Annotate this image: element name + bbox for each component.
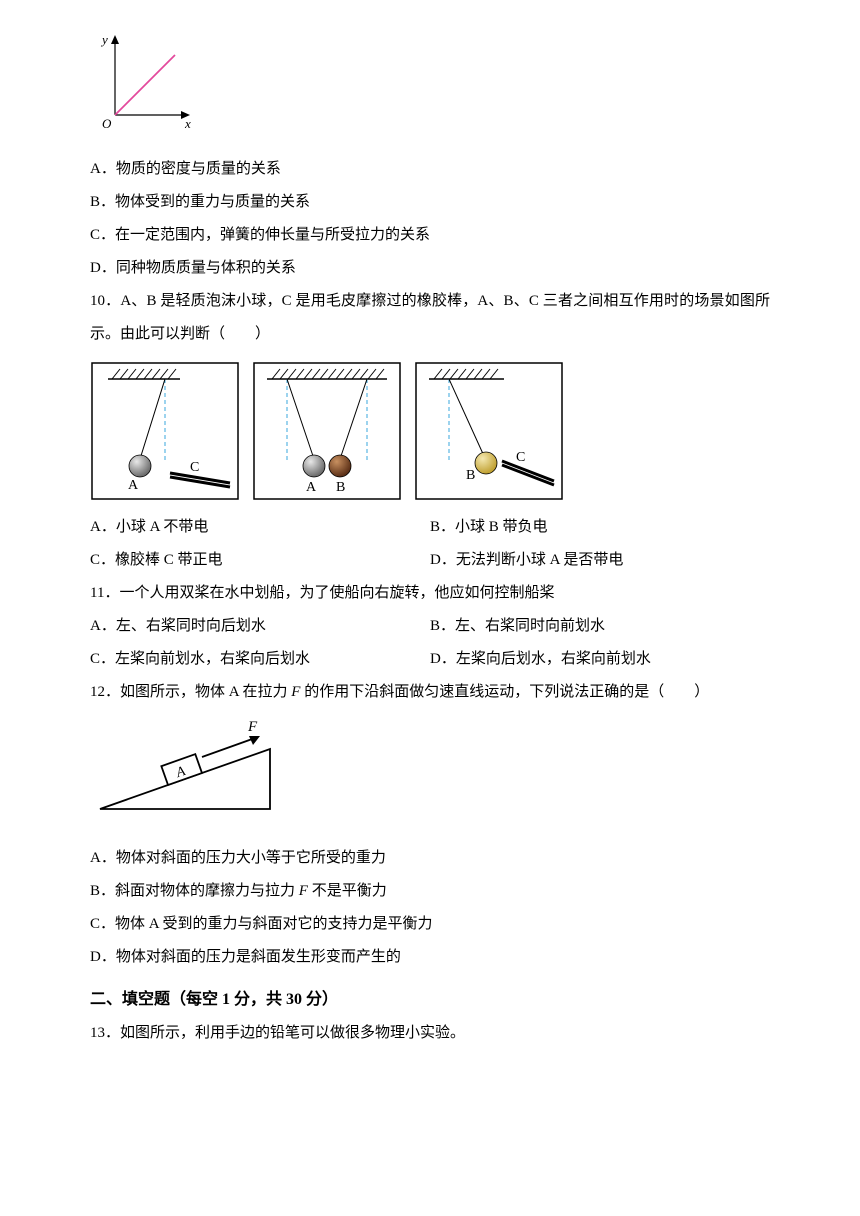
- panel3-ball-label: B: [466, 468, 475, 483]
- q10-diagrams: A C: [90, 361, 770, 501]
- q9-option-c: C．在一定范围内，弹簧的伸长量与所受拉力的关系: [90, 219, 770, 252]
- q12-option-a: A．物体对斜面的压力大小等于它所受的重力: [90, 842, 770, 875]
- q10-option-d: D．无法判断小球 A 是否带电: [430, 544, 770, 577]
- q10-text: 10．A、B 是轻质泡沫小球，C 是用毛皮摩擦过的橡胶棒，A、B、C 三者之间相…: [90, 285, 770, 351]
- q11-option-a: A．左、右桨同时向后划水: [90, 610, 430, 643]
- q11-option-b: B．左、右桨同时向前划水: [430, 610, 770, 643]
- panel1-rod-label: C: [190, 460, 199, 475]
- linear-graph: y x O: [90, 30, 200, 130]
- panel2-left-label: A: [306, 480, 317, 495]
- section-2-title: 二、填空题（每空 1 分，共 30 分）: [90, 982, 770, 1017]
- q11-option-c: C．左桨向前划水，右桨向后划水: [90, 643, 430, 676]
- q12-option-c: C．物体 A 受到的重力与斜面对它的支持力是平衡力: [90, 908, 770, 941]
- inclined-plane: A F: [90, 719, 280, 819]
- q9-option-d: D．同种物质质量与体积的关系: [90, 252, 770, 285]
- q9-graph-figure: y x O: [90, 30, 770, 143]
- q10-option-c: C．橡胶棒 C 带正电: [90, 544, 430, 577]
- q12-text: 12．如图所示，物体 A 在拉力 F 的作用下沿斜面做匀速直线运动，下列说法正确…: [90, 676, 770, 709]
- origin-label: O: [102, 116, 112, 130]
- q13-text: 13．如图所示，利用手边的铅笔可以做很多物理小实验。: [90, 1017, 770, 1050]
- q10-panel-3: B C: [414, 361, 564, 501]
- q12-diagram: A F: [90, 719, 770, 832]
- panel3-rod-label: C: [516, 450, 525, 465]
- x-axis-label: x: [184, 116, 191, 130]
- force-label: F: [247, 719, 258, 735]
- q9-option-b: B．物体受到的重力与质量的关系: [90, 186, 770, 219]
- q11-option-d: D．左桨向后划水，右桨向前划水: [430, 643, 770, 676]
- panel1-ball-label: A: [128, 478, 139, 493]
- q12-option-b: B．斜面对物体的摩擦力与拉力 F 不是平衡力: [90, 875, 770, 908]
- q10-option-b: B．小球 B 带负电: [430, 511, 770, 544]
- q10-option-a: A．小球 A 不带电: [90, 511, 430, 544]
- y-axis-label: y: [100, 32, 108, 47]
- q12-option-d: D．物体对斜面的压力是斜面发生形变而产生的: [90, 941, 770, 974]
- q9-option-a: A．物质的密度与质量的关系: [90, 153, 770, 186]
- q11-text: 11．一个人用双桨在水中划船，为了使船向右旋转，他应如何控制船桨: [90, 577, 770, 610]
- panel2-right-label: B: [336, 480, 345, 495]
- q10-panel-2: A B: [252, 361, 402, 501]
- q10-panel-1: A C: [90, 361, 240, 501]
